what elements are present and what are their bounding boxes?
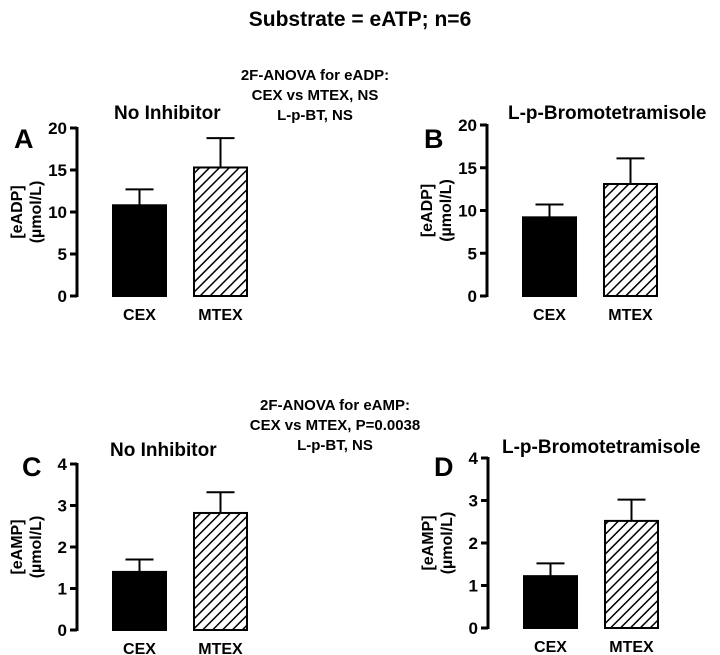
panel-c-bar-cex — [112, 570, 167, 632]
panel-d-ytick-label-1: 1 — [469, 577, 478, 596]
panel-c-ytick-label-4: 4 — [58, 455, 68, 474]
panel-d-ylabel-line-2: (µmol/L) — [439, 512, 456, 575]
panel-a-xlabel-0: CEX — [123, 307, 156, 324]
panel-b-ylabel-line-1: [eADP] — [419, 184, 436, 237]
panel-d-ylabel-line-1: [eAMP] — [420, 515, 437, 570]
anova-bottom-line-2: CEX vs MTEX, P=0.0038 — [249, 417, 421, 434]
panel-d-bar-mtex — [604, 519, 659, 630]
panel-b-ytick-label-3: 15 — [458, 159, 477, 178]
panel-d-xlabel-1: MTEX — [609, 639, 654, 655]
panel-c-title: No Inhibitor — [110, 440, 217, 461]
panel-d-ytick-label-2: 2 — [469, 534, 478, 553]
figure-title: Substrate = eATP; n=6 — [248, 8, 472, 31]
anova-top-line-1: 2F-ANOVA for eADP: — [240, 67, 390, 84]
panel-b-ylabel: [eADP] (µmol/L) — [419, 179, 455, 242]
panel-letter-c: C — [22, 452, 42, 482]
panel-a-title: No Inhibitor — [114, 103, 221, 124]
panel-c-ytick-label-1: 1 — [58, 580, 67, 599]
panel-c-ylabel-line-2: (µmol/L) — [28, 516, 45, 579]
anova-bottom-line-1: 2F-ANOVA for eAMP: — [260, 397, 410, 414]
panel-b-bar-cex — [522, 216, 577, 297]
panel-c-ytick-label-2: 2 — [58, 538, 67, 557]
panel-b-ytick-label-2: 10 — [458, 202, 477, 221]
panel-d-title: L-p-Bromotetramisole — [502, 437, 701, 458]
panel-c-ylabel-line-1: [eAMP] — [9, 519, 26, 574]
panel-d-xlabel-0: CEX — [534, 639, 567, 655]
panel-c-ytick-label-3: 3 — [58, 497, 67, 516]
panel-b-ytick-label-0: 0 — [468, 287, 477, 306]
panel-c-ylabel: [eAMP] (µmol/L) — [9, 516, 45, 579]
panel-d-ylabel: [eAMP] (µmol/L) — [420, 512, 456, 575]
panel-a-ylabel-line-1: [eADP] — [9, 185, 26, 238]
panel-b-xlabel-1: MTEX — [608, 307, 653, 324]
panel-a-ylabel: [eADP] (µmol/L) — [9, 181, 45, 244]
panel-letter-b: B — [424, 124, 444, 154]
anova-top-line-3: L-p-BT, NS — [277, 107, 353, 124]
panel-d-ytick-label-4: 4 — [469, 449, 479, 468]
panel-d-ytick-label-0: 0 — [469, 619, 478, 638]
panel-d-ytick-label-3: 3 — [469, 492, 478, 511]
panel-d-bar-cex — [523, 575, 578, 630]
panel-c-bar-mtex — [193, 511, 248, 631]
anova-top-line-2: CEX vs MTEX, NS — [251, 87, 379, 104]
panel-a-ytick-label-0: 0 — [58, 287, 67, 306]
panel-a-bar-cex — [112, 204, 167, 297]
panel-a-ylabel-line-2: (µmol/L) — [28, 181, 45, 244]
panel-c-xlabel-0: CEX — [123, 641, 156, 655]
chart-panel-a: 0 5 10 15 20 [eADP] (µmol/L) CEX MTEX — [9, 119, 248, 324]
anova-annotation-top: 2F-ANOVA for eADP: CEX vs MTEX, NS L-p-B… — [240, 66, 390, 126]
anova-annotation-bottom: 2F-ANOVA for eAMP: CEX vs MTEX, P=0.0038… — [235, 396, 435, 456]
panel-a-ytick-label-4: 20 — [48, 119, 67, 138]
panel-a-ytick-label-1: 5 — [58, 245, 67, 264]
panel-letter-d: D — [434, 452, 454, 482]
panel-b-ytick-label-4: 20 — [458, 116, 477, 135]
panel-b-title: L-p-Bromotetramisole — [508, 103, 707, 124]
anova-bottom-line-3: L-p-BT, NS — [297, 437, 373, 454]
panel-b-ytick-label-1: 5 — [468, 244, 477, 263]
panel-b-ylabel-line-2: (µmol/L) — [438, 179, 455, 242]
panel-b-xlabel-0: CEX — [533, 307, 566, 324]
panel-b-bar-mtex — [603, 182, 658, 297]
panel-c-xlabel-1: MTEX — [198, 641, 243, 655]
panel-letter-a: A — [14, 124, 34, 154]
chart-panel-c: 0 1 2 3 4 [eAMP] (µmol/L) CEX MTEX — [9, 455, 248, 655]
panel-a-ytick-label-2: 10 — [48, 203, 67, 222]
panel-a-ytick-label-3: 15 — [48, 161, 67, 180]
chart-panel-b: 0 5 10 15 20 [eADP] (µmol/L) CEX MTEX — [419, 116, 658, 324]
panel-a-bar-mtex — [193, 166, 248, 297]
panel-a-xlabel-1: MTEX — [198, 307, 243, 324]
panel-c-ytick-label-0: 0 — [58, 621, 67, 640]
